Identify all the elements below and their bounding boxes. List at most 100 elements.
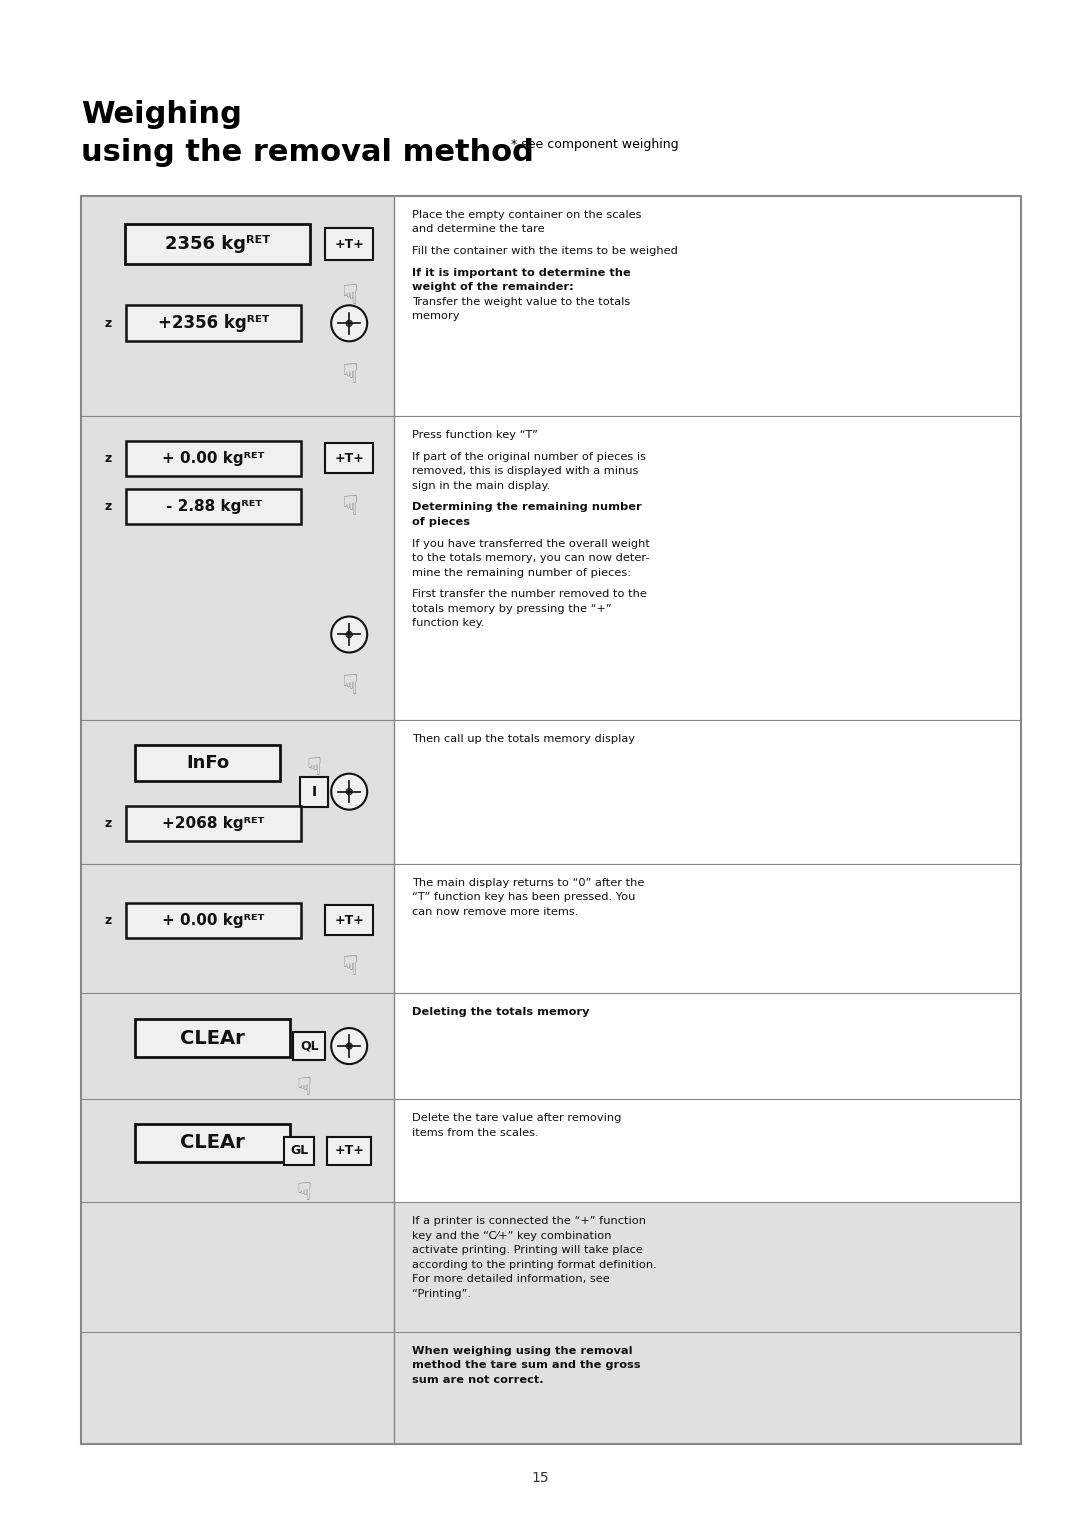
Text: totals memory by pressing the “+”: totals memory by pressing the “+” [413,604,612,614]
Text: z: z [105,316,111,330]
Text: ☟: ☟ [307,756,322,779]
Circle shape [346,1042,352,1050]
Bar [81,993,394,1099]
Text: “Printing”.: “Printing”. [413,1290,471,1299]
Text: Delete the tare value after removing: Delete the tare value after removing [413,1114,622,1123]
Text: z: z [105,817,111,830]
Text: The main display returns to “0” after the: The main display returns to “0” after th… [413,877,645,888]
Text: ☟: ☟ [341,283,357,310]
Bar [81,1203,394,1331]
Bar [126,805,301,840]
Bar [126,489,301,524]
Bar [81,863,394,993]
Bar [394,196,1021,416]
Bar [135,1019,291,1057]
Text: “T” function key has been pressed. You: “T” function key has been pressed. You [413,892,635,903]
Text: I: I [312,785,316,799]
Text: method the tare sum and the gross: method the tare sum and the gross [413,1360,640,1371]
Text: * see component weighing: * see component weighing [511,138,678,151]
Text: If it is important to determine the: If it is important to determine the [413,267,631,278]
Text: +2068 kgᴿᴱᵀ: +2068 kgᴿᴱᵀ [162,816,265,831]
Circle shape [332,306,367,341]
Bar [126,440,301,475]
Text: - 2.88 kgᴿᴱᵀ: - 2.88 kgᴿᴱᵀ [165,500,261,515]
Text: and determine the tare: and determine the tare [413,225,544,234]
Bar [126,903,301,938]
Bar [394,1203,1021,1331]
Text: ☟: ☟ [341,361,357,390]
Circle shape [332,1028,367,1063]
Text: For more detailed information, see: For more detailed information, see [413,1274,610,1285]
Bar [394,1099,1021,1203]
Text: When weighing using the removal: When weighing using the removal [413,1346,633,1355]
Text: ☟: ☟ [341,672,357,700]
Text: memory: memory [413,312,460,321]
Text: ☟: ☟ [341,953,357,981]
Text: +T+: +T+ [335,452,364,465]
Circle shape [332,616,367,652]
Bar [81,720,394,863]
Bar [135,744,280,781]
Bar [327,1137,372,1164]
Text: If part of the original number of pieces is: If part of the original number of pieces… [413,452,646,461]
Circle shape [346,631,352,637]
Bar [394,863,1021,993]
Text: Deleting the totals memory: Deleting the totals memory [413,1007,590,1018]
Text: QL: QL [300,1039,319,1053]
Bar [325,443,374,474]
Circle shape [332,773,367,810]
Text: of pieces: of pieces [413,516,470,527]
Text: to the totals memory, you can now deter-: to the totals memory, you can now deter- [413,553,650,562]
Text: Weighing: Weighing [81,99,242,128]
Text: weight of the remainder:: weight of the remainder: [413,283,573,292]
Bar [284,1137,314,1164]
Text: removed, this is displayed with a minus: removed, this is displayed with a minus [413,466,638,477]
Text: + 0.00 kgᴿᴱᵀ: + 0.00 kgᴿᴱᵀ [162,912,265,927]
Text: InFo: InFo [186,753,229,772]
Bar [394,993,1021,1099]
Text: Then call up the totals memory display: Then call up the totals memory display [413,733,635,744]
Bar [394,1331,1021,1444]
Text: function key.: function key. [413,619,485,628]
Text: according to the printing format definition.: according to the printing format definit… [413,1261,657,1270]
Text: +T+: +T+ [335,1144,364,1157]
Text: z: z [105,914,111,927]
Text: +2356 kgᴿᴱᵀ: +2356 kgᴿᴱᵀ [158,315,269,332]
Text: 15: 15 [531,1471,549,1485]
Text: ☟: ☟ [297,1181,312,1206]
Text: key and the “C⁄+” key combination: key and the “C⁄+” key combination [413,1232,611,1241]
Text: Fill the container with the items to be weighed: Fill the container with the items to be … [413,246,678,255]
Bar [293,1031,325,1060]
Text: can now remove more items.: can now remove more items. [413,906,579,917]
Text: mine the remaining number of pieces:: mine the remaining number of pieces: [413,567,632,578]
Text: 2356 kgᴿᴱᵀ: 2356 kgᴿᴱᵀ [165,235,270,254]
Bar [300,776,328,807]
Text: using the removal method: using the removal method [81,138,534,167]
Bar [394,720,1021,863]
Text: Place the empty container on the scales: Place the empty container on the scales [413,209,642,220]
Circle shape [346,319,352,327]
Bar [135,1125,291,1161]
Text: + 0.00 kgᴿᴱᵀ: + 0.00 kgᴿᴱᵀ [162,451,265,466]
Text: activate printing. Printing will take place: activate printing. Printing will take pl… [413,1245,643,1256]
Text: z: z [105,452,111,465]
Bar [81,196,394,416]
Bar [325,906,374,935]
Circle shape [346,788,352,795]
Bar [81,416,394,720]
Text: If you have transferred the overall weight: If you have transferred the overall weig… [413,538,650,549]
Text: GL: GL [291,1144,308,1157]
Bar [325,228,374,260]
Text: First transfer the number removed to the: First transfer the number removed to the [413,590,647,599]
Text: ☟: ☟ [341,494,357,521]
Bar [81,1331,394,1444]
Text: sum are not correct.: sum are not correct. [413,1375,544,1384]
Text: Determining the remaining number: Determining the remaining number [413,503,642,512]
Text: +T+: +T+ [335,237,364,251]
Text: sign in the main display.: sign in the main display. [413,480,551,490]
Text: If a printer is connected the “+” function: If a printer is connected the “+” functi… [413,1216,646,1227]
Text: items from the scales.: items from the scales. [413,1128,539,1138]
Bar [125,225,310,264]
Text: ☟: ☟ [297,1076,312,1100]
Text: +T+: +T+ [335,914,364,927]
